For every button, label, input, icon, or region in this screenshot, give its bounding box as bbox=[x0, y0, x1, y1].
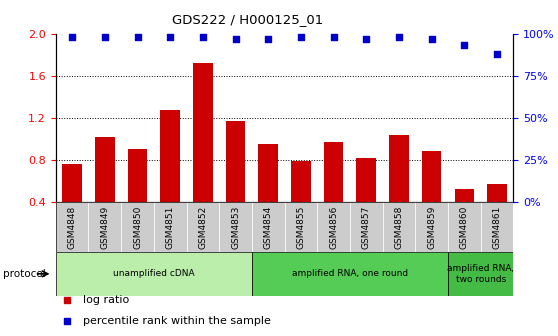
Text: GSM4853: GSM4853 bbox=[231, 206, 240, 249]
Bar bbox=[160, 110, 180, 202]
Bar bbox=[186, 202, 219, 252]
Point bbox=[199, 34, 208, 40]
Point bbox=[493, 51, 502, 56]
Point bbox=[68, 34, 76, 40]
Point bbox=[63, 319, 71, 324]
Bar bbox=[121, 202, 154, 252]
Bar bbox=[291, 161, 311, 202]
Bar bbox=[252, 202, 285, 252]
Bar bbox=[89, 202, 121, 252]
Text: GSM4854: GSM4854 bbox=[264, 206, 273, 249]
Bar bbox=[487, 184, 507, 202]
Bar bbox=[383, 202, 415, 252]
Bar bbox=[193, 63, 213, 202]
Bar bbox=[415, 202, 448, 252]
Text: GSM4855: GSM4855 bbox=[296, 206, 305, 249]
Point bbox=[264, 36, 273, 41]
Point bbox=[329, 34, 338, 40]
Text: amplified RNA, one round: amplified RNA, one round bbox=[292, 269, 408, 278]
Bar bbox=[226, 121, 246, 202]
Text: GSM4852: GSM4852 bbox=[199, 206, 208, 249]
Text: GSM4850: GSM4850 bbox=[133, 206, 142, 249]
Text: GSM4851: GSM4851 bbox=[166, 206, 175, 249]
Bar bbox=[154, 202, 186, 252]
Point bbox=[166, 34, 175, 40]
Bar bbox=[480, 202, 513, 252]
Point bbox=[427, 36, 436, 41]
Text: amplified RNA,
two rounds: amplified RNA, two rounds bbox=[447, 264, 514, 284]
Text: GSM4858: GSM4858 bbox=[395, 206, 403, 249]
Text: GSM4861: GSM4861 bbox=[493, 206, 502, 249]
Bar bbox=[324, 142, 343, 202]
Bar bbox=[448, 252, 513, 296]
Point bbox=[362, 36, 371, 41]
Bar bbox=[56, 202, 89, 252]
Bar bbox=[252, 252, 448, 296]
Point bbox=[296, 34, 305, 40]
Bar bbox=[422, 151, 441, 202]
Bar bbox=[219, 202, 252, 252]
Bar bbox=[357, 158, 376, 202]
Bar bbox=[350, 202, 383, 252]
Point bbox=[100, 34, 109, 40]
Bar bbox=[258, 144, 278, 202]
Bar bbox=[95, 136, 114, 202]
Bar bbox=[318, 202, 350, 252]
Bar bbox=[455, 189, 474, 202]
Text: percentile rank within the sample: percentile rank within the sample bbox=[83, 317, 271, 326]
Text: GSM4857: GSM4857 bbox=[362, 206, 371, 249]
Text: GDS222 / H000125_01: GDS222 / H000125_01 bbox=[172, 13, 324, 27]
Point bbox=[63, 298, 71, 303]
Bar bbox=[62, 164, 82, 202]
Text: unamplified cDNA: unamplified cDNA bbox=[113, 269, 195, 278]
Point bbox=[395, 34, 403, 40]
Text: GSM4856: GSM4856 bbox=[329, 206, 338, 249]
Text: GSM4848: GSM4848 bbox=[68, 206, 76, 249]
Point bbox=[231, 36, 240, 41]
Bar bbox=[285, 202, 318, 252]
Bar bbox=[128, 149, 147, 202]
Text: log ratio: log ratio bbox=[83, 295, 129, 305]
Bar bbox=[448, 202, 480, 252]
Point bbox=[133, 34, 142, 40]
Point bbox=[460, 43, 469, 48]
Text: GSM4860: GSM4860 bbox=[460, 206, 469, 249]
Bar bbox=[389, 135, 409, 202]
Bar bbox=[56, 252, 252, 296]
Text: protocol: protocol bbox=[3, 269, 46, 279]
Text: GSM4849: GSM4849 bbox=[100, 206, 109, 249]
Text: GSM4859: GSM4859 bbox=[427, 206, 436, 249]
